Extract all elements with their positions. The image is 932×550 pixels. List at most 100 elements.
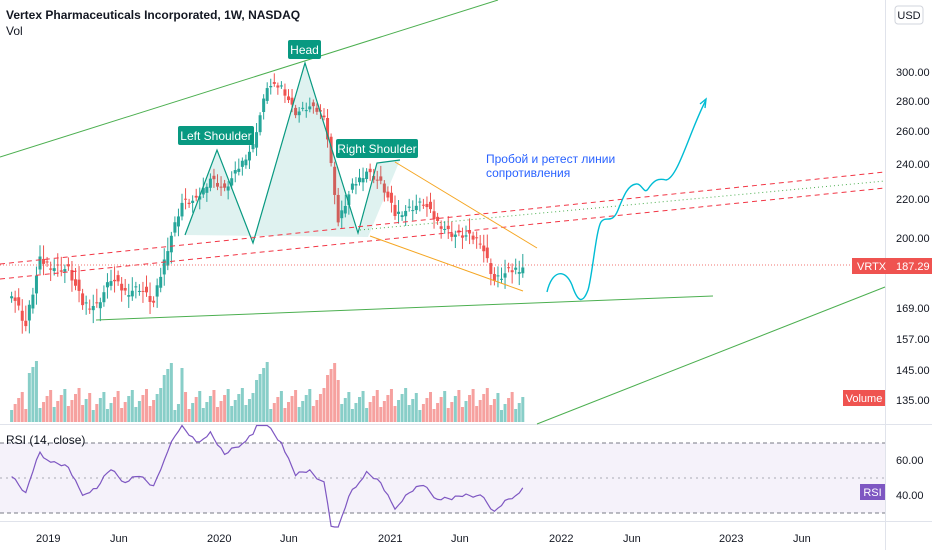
volume-bar [443, 391, 447, 422]
left-shoulder-label[interactable]: Left Shoulder [178, 126, 254, 145]
wedge-upper-line[interactable] [394, 161, 538, 249]
candle-body [304, 110, 308, 112]
candle-body [116, 275, 120, 282]
support-line[interactable] [95, 295, 714, 321]
candle-body [201, 188, 205, 195]
resistance-line-upper[interactable] [0, 171, 886, 265]
volume-bar [262, 368, 266, 422]
candle-body [70, 270, 74, 281]
volume-bar [308, 389, 312, 422]
volume-bar [120, 408, 124, 422]
candle-body [162, 259, 166, 275]
pattern-outline[interactable] [184, 60, 401, 245]
volume-bar [471, 389, 475, 422]
rsi-badge[interactable]: RSI [860, 484, 885, 500]
candle-body [63, 269, 67, 272]
candle-body [212, 175, 216, 180]
candle-body [340, 210, 344, 219]
volume-bar [148, 406, 152, 422]
channel-upper-line[interactable] [0, 0, 499, 158]
candle-body [290, 97, 294, 105]
candle-body [265, 88, 269, 101]
volume-bar [379, 407, 383, 422]
price-tick-300: 300.00 [896, 67, 930, 79]
wedge-lower-line[interactable] [369, 235, 524, 292]
candle-body [52, 268, 56, 271]
candle-body [127, 295, 131, 297]
volume-bar [176, 404, 180, 422]
note-text-line2[interactable]: сопротивления [486, 166, 570, 180]
candle-body [31, 294, 35, 309]
candle-body [510, 270, 514, 273]
volume-legend[interactable]: Vol [6, 24, 23, 38]
price-badge[interactable]: VRTX 187.29 [852, 258, 932, 274]
candle-body [98, 302, 102, 309]
price-pane[interactable] [0, 0, 885, 424]
candle-body [276, 85, 280, 88]
resistance-line-lower[interactable] [0, 187, 886, 280]
volume-bar [393, 406, 397, 422]
volume-bar [294, 390, 298, 422]
volume-bar [347, 392, 351, 422]
volume-bar [414, 393, 418, 422]
candle-body [421, 204, 425, 206]
volume-bar [304, 395, 308, 422]
candle-body [166, 251, 170, 266]
volume-bar [237, 394, 241, 422]
candle-body [358, 177, 361, 183]
volume-bar [173, 410, 177, 422]
candle-body [226, 186, 230, 191]
price-tick-157: 157.00 [896, 334, 930, 346]
volume-bar [116, 391, 120, 422]
volume-bar [38, 408, 42, 422]
note-text-line1[interactable]: Пробой и ретест линии [486, 152, 615, 166]
time-tick-2022: 2022 [549, 533, 573, 545]
volume-bar [102, 392, 106, 422]
volume-bar [233, 400, 237, 422]
candle-body [191, 200, 195, 203]
volume-bar [74, 394, 77, 422]
price-axis[interactable]: 300.00 280.00 260.00 240.00 220.00 200.0… [896, 67, 930, 502]
candle-body [198, 196, 202, 200]
volume-bar [152, 400, 156, 422]
projection-path[interactable] [546, 99, 707, 301]
candle-body [478, 243, 482, 245]
candle-body [393, 204, 397, 217]
candle-body [237, 168, 241, 172]
candle-body [258, 115, 262, 133]
volume-bar [326, 375, 330, 422]
volume-bar [425, 398, 429, 422]
volume-bar [429, 392, 432, 422]
candle-body [294, 107, 298, 116]
head-label[interactable]: Head [288, 40, 321, 59]
candle-body [180, 202, 184, 217]
volume-badge[interactable]: Volume [843, 390, 885, 406]
right-shoulder-label[interactable]: Right Shoulder [336, 139, 418, 158]
head-label-text: Head [290, 43, 319, 57]
volume-bar [88, 393, 92, 422]
time-tick-jun-2019: Jun [110, 533, 128, 545]
candle-body [130, 290, 134, 297]
candle-body [272, 82, 276, 84]
candle-body [336, 194, 340, 223]
volume-bar [318, 394, 322, 422]
volume-bar [255, 380, 259, 422]
volume-bar [66, 406, 70, 422]
channel-lower-line[interactable] [536, 286, 886, 425]
candle-body [233, 170, 237, 174]
volume-bar [475, 406, 479, 422]
candle-body [176, 216, 180, 227]
volume-bar [361, 391, 365, 422]
rsi-legend[interactable]: RSI (14, close) [6, 433, 85, 447]
time-axis[interactable]: 2019 Jun 2020 Jun 2021 Jun 2022 Jun 2023… [36, 533, 811, 545]
candle-body [354, 184, 358, 186]
volume-bar [162, 375, 166, 422]
currency-button[interactable]: USD [894, 5, 924, 25]
candle-body [368, 168, 372, 173]
candle-body [329, 136, 333, 164]
price-tick-200: 200.00 [896, 233, 930, 245]
projection-arrowhead [699, 97, 707, 109]
volume-bar [418, 410, 422, 422]
volume-bar [159, 388, 163, 422]
